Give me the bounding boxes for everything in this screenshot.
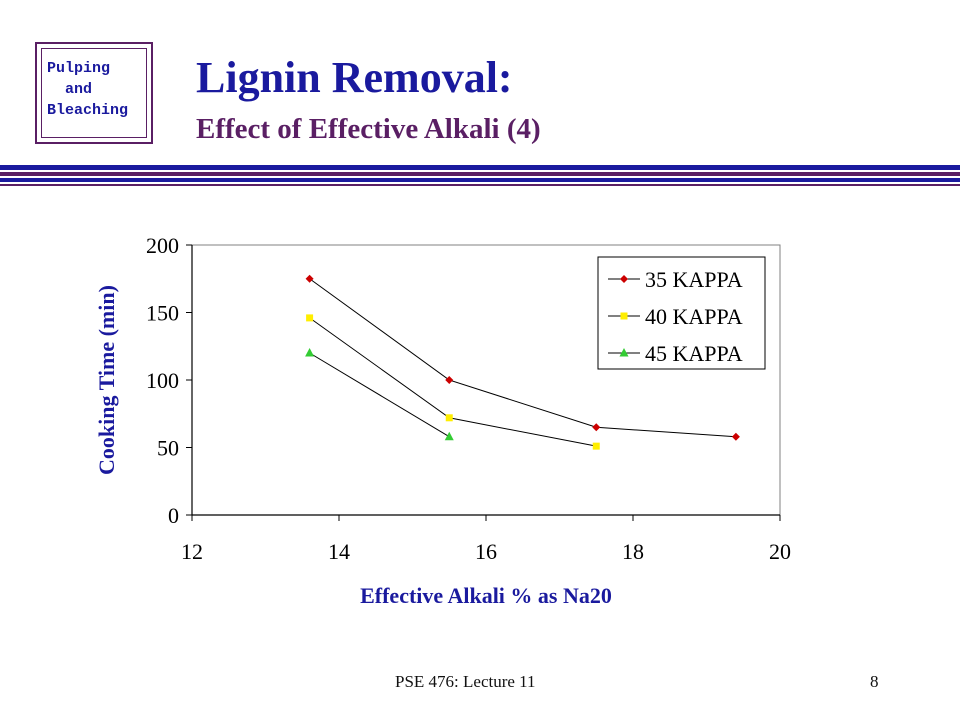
data-point-40-kappa — [445, 414, 453, 422]
data-point-35-kappa — [445, 376, 454, 384]
x-tick-label: 18 — [622, 539, 644, 564]
x-tick-label: 14 — [328, 539, 350, 564]
y-tick-label: 0 — [168, 503, 179, 528]
logo-line-3: Bleaching — [47, 102, 129, 119]
legend-label-35-kappa: 35 KAPPA — [645, 267, 743, 292]
data-point-35-kappa — [731, 432, 740, 441]
x-tick-label: 16 — [475, 539, 497, 564]
page-number: 8 — [870, 672, 879, 691]
legend-marker-45-kappa — [619, 348, 629, 357]
logo-inner-frame — [41, 48, 147, 138]
series-line-45-kappa — [309, 352, 450, 438]
x-tick-label: 12 — [181, 539, 203, 564]
divider-rule-3 — [0, 178, 960, 182]
legend: 35 KAPPA 40 KAPPA 45 KAPPA — [608, 267, 743, 366]
data-point-45-kappa — [305, 348, 315, 357]
axes: 0 50 100 150 200 12 14 16 18 20 — [146, 233, 791, 564]
series-line-35-kappa — [309, 278, 736, 438]
data-point-40-kappa — [592, 442, 600, 450]
y-tick-label: 150 — [146, 301, 179, 326]
legend-label-45-kappa: 45 KAPPA — [645, 341, 743, 366]
logo-line-1: Pulping — [47, 60, 111, 77]
data-point-35-kappa — [592, 423, 601, 432]
x-axis-label: Effective Alkali % as Na20 — [360, 583, 612, 608]
legend-marker-35-kappa — [620, 275, 628, 283]
y-tick-label: 50 — [157, 436, 179, 461]
footer-course: PSE 476: Lecture 11 — [395, 672, 536, 691]
y-tick-label: 200 — [146, 233, 179, 258]
divider-rule-4 — [0, 184, 960, 186]
data-point-40-kappa — [306, 314, 314, 322]
divider-rule-1 — [0, 165, 960, 170]
slide-title: Lignin Removal: — [196, 53, 513, 102]
y-axis-label: Cooking Time (min) — [94, 285, 119, 475]
series-line-40-kappa — [309, 317, 597, 447]
y-tick-label: 100 — [146, 368, 179, 393]
x-tick-label: 20 — [769, 539, 791, 564]
data-point-35-kappa — [305, 274, 314, 283]
logo-frame: Pulping and Bleaching — [35, 42, 153, 144]
series-layer — [305, 274, 740, 450]
legend-marker-40-kappa — [620, 312, 628, 320]
logo-line-2: and — [47, 81, 93, 98]
data-point-45-kappa — [444, 431, 454, 441]
logo-text: Pulping and Bleaching — [47, 58, 128, 121]
divider-rule-2 — [0, 172, 960, 176]
legend-label-40-kappa: 40 KAPPA — [645, 304, 743, 329]
slide-subtitle: Effect of Effective Alkali (4) — [196, 113, 541, 145]
